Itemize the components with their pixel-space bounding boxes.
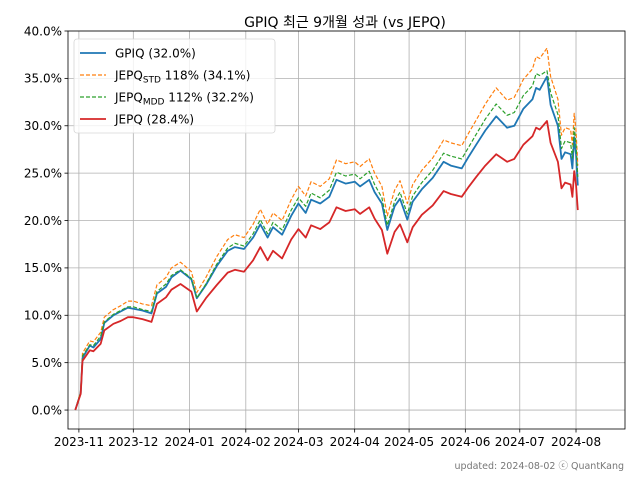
x-tick-label: 2024-06 (440, 435, 490, 449)
x-tick-label: 2023-12 (108, 435, 158, 449)
series-line (74, 120, 579, 411)
y-tick-label: 30.0% (24, 119, 62, 133)
x-tick-label: 2024-03 (273, 435, 323, 449)
x-tick-label: 2024-07 (495, 435, 545, 449)
y-tick-label: 10.0% (24, 309, 62, 323)
x-tick-label: 2024-08 (551, 435, 601, 449)
legend-box (73, 38, 276, 134)
series-line (74, 75, 579, 411)
y-tick-label: 35.0% (24, 72, 62, 86)
series-line (74, 47, 579, 411)
y-tick-label: 5.0% (32, 356, 63, 370)
plot-frame (67, 30, 626, 430)
y-tick-label: 20.0% (24, 214, 62, 228)
legend-label: GPIQ (32.0%) (115, 46, 196, 60)
y-tick-label: 15.0% (24, 261, 62, 275)
x-tick-label: 2024-01 (164, 435, 214, 449)
x-tick-label: 2024-02 (221, 435, 271, 449)
legend: GPIQ (32.0%) JEPQSTD 118% (34.1%) JEPQMDD … (73, 38, 276, 134)
legend-label: JEPQ (28.4%) (114, 112, 194, 126)
x-tick-label: 2024-04 (330, 435, 380, 449)
legend-label: JEPQSTD 118% (34.1%) (114, 68, 250, 85)
x-tick-label: 2024-05 (384, 435, 434, 449)
legend-label: JEPQMDD 112% (32.2%) (114, 90, 254, 107)
y-tick-label: 40.0% (24, 24, 62, 38)
x-tick-label: 2023-11 (54, 435, 104, 449)
y-tick-label: 0.0% (32, 403, 63, 417)
y-tick-label: 25.0% (24, 166, 62, 180)
series-line (74, 70, 579, 411)
footer-text: updated: 2024-08-02 ⓒ QuantKang (455, 461, 624, 472)
chart-title: GPIQ 최근 9개월 성과 (vs JEPQ) (244, 15, 446, 31)
